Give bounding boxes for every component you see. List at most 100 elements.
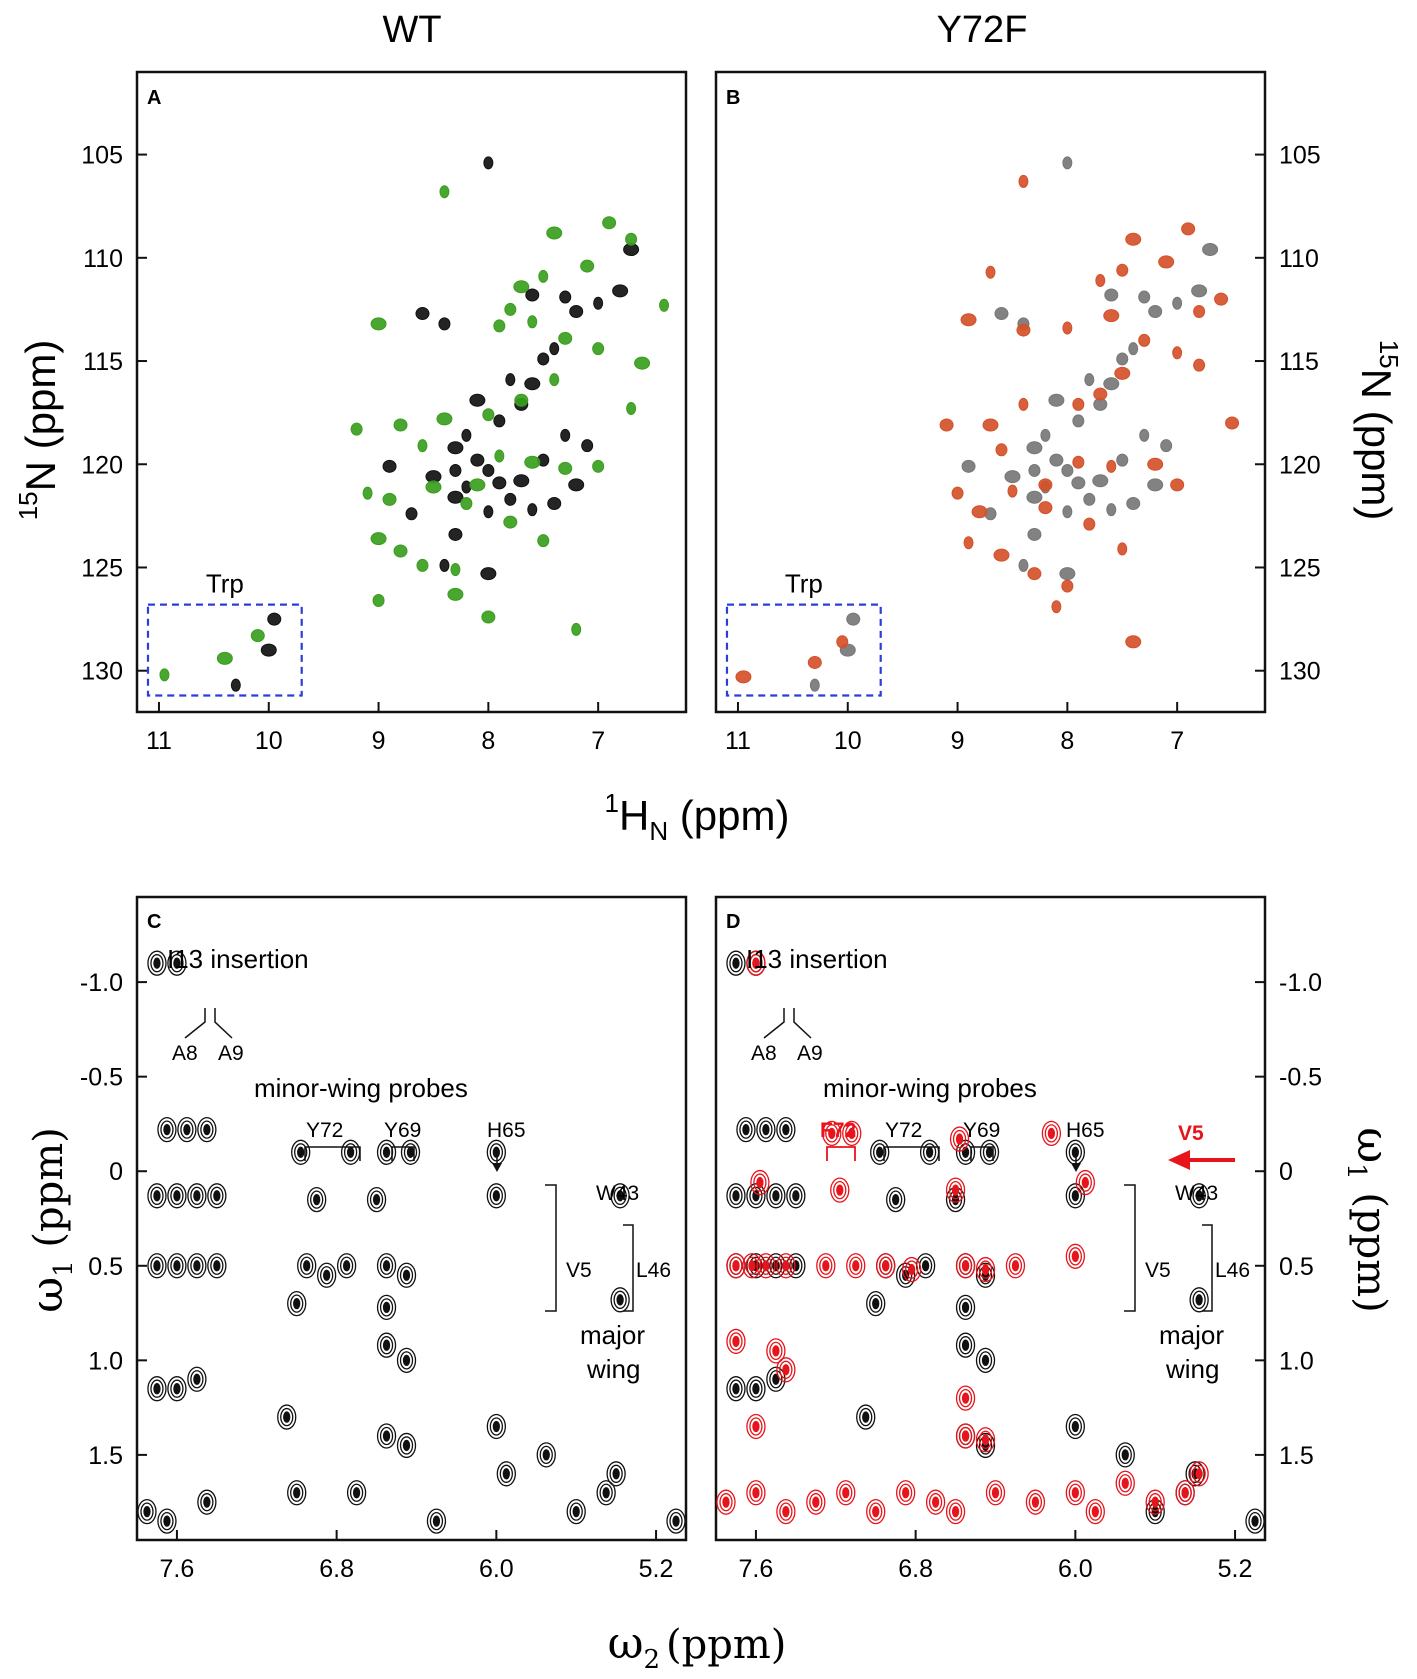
contour-ring (376, 1139, 397, 1165)
panel-b-plot: 11 10 9 8 7 105 110 115 120 125 130 Trp (725, 142, 1321, 755)
contour-ring (975, 1256, 996, 1283)
x-tick-label: 6.0 (1058, 1555, 1093, 1583)
peak-C-s0 (376, 1294, 397, 1321)
contour-ring (776, 1116, 796, 1143)
contour-ring (280, 1407, 294, 1427)
label-wing: wing (586, 1354, 640, 1384)
contour-ring (210, 1256, 224, 1275)
contour-ring (293, 1297, 301, 1310)
peak-A-s1 (450, 563, 461, 577)
contour-ring (729, 1379, 743, 1398)
contour-ring (566, 1498, 586, 1525)
contour-ring (1008, 1256, 1023, 1275)
peak-A-s1 (493, 319, 506, 333)
contour-ring (294, 1143, 308, 1162)
peak-D-s1 (896, 1480, 916, 1506)
contour-ring (816, 1253, 836, 1279)
x-tick-label: 10 (834, 727, 862, 755)
peak-A-s1 (504, 302, 517, 316)
peak-B-s1 (1062, 321, 1073, 335)
peak-B-s0 (809, 678, 820, 692)
peak-C-s0 (376, 1139, 397, 1165)
peak-D-s0 (746, 1376, 766, 1402)
peak-A-s1 (436, 412, 453, 426)
x-tick-label: 10 (255, 727, 283, 755)
peak-A-s0 (447, 490, 464, 504)
peak-B-s1 (1138, 333, 1151, 347)
contour-ring (170, 954, 184, 973)
bracket-y69 (391, 1146, 415, 1161)
peak-B-s0 (1147, 478, 1164, 492)
peak-D-s0 (919, 1139, 940, 1165)
contour-ring (1181, 1487, 1189, 1499)
contour-ring (536, 1442, 556, 1468)
peak-A-s0 (593, 296, 604, 310)
contour-ring (732, 1260, 740, 1272)
label-v5-red: V5 (1178, 1122, 1204, 1145)
peak-D-s0 (766, 1366, 786, 1392)
peak-B-s0 (1061, 463, 1074, 477)
contour-ring (399, 1266, 414, 1285)
peak-B-s0 (846, 612, 861, 626)
peak-B-s0 (1148, 304, 1163, 318)
contour-ring (896, 1262, 916, 1288)
contour-ring (955, 1133, 964, 1145)
contour-ring (876, 1146, 884, 1158)
peak-A-s0 (505, 373, 516, 387)
peak-B-s1 (1095, 274, 1106, 288)
contour-ring (782, 1364, 790, 1376)
peak-B-s1 (985, 265, 996, 279)
contour-ring (749, 1186, 763, 1205)
contour-ring (952, 1129, 967, 1149)
contour-ring (729, 954, 743, 973)
contour-ring (746, 1376, 766, 1402)
peak-B-s0 (961, 459, 976, 473)
y-tick-label: 120 (81, 451, 123, 479)
contour-ring (207, 1253, 227, 1279)
contour-ring (750, 1169, 770, 1196)
contour-ring (382, 1339, 391, 1351)
contour-ring (1031, 1496, 1040, 1508)
contour-ring (153, 1190, 161, 1202)
peak-D-s0 (975, 1347, 996, 1373)
peak-D-s0 (1115, 1442, 1135, 1468)
y-tick-label: -0.5 (80, 1064, 123, 1092)
contour-ring (1121, 1477, 1129, 1489)
contour-ring (746, 1480, 766, 1506)
peak-B-s0 (1026, 490, 1043, 504)
bottom-x-axis-label: ω2 (ppm) (608, 1618, 787, 1675)
peak-A-s1 (216, 651, 233, 665)
contour-ring (766, 1338, 786, 1364)
contour-ring (779, 1502, 793, 1521)
y-tick-label: 125 (81, 554, 123, 582)
peak-B-s0 (1062, 156, 1073, 170)
y-tick-label: 110 (83, 245, 123, 273)
x-tick-label: 7.6 (739, 1555, 774, 1583)
contour-ring (779, 1256, 793, 1275)
peak-D-s1 (866, 1498, 886, 1525)
peak-C-s0 (340, 1139, 361, 1165)
peak-A-s0 (469, 393, 486, 407)
contour-ring (925, 1146, 934, 1158)
contour-ring (349, 1483, 364, 1502)
peak-B-s0 (1126, 496, 1141, 510)
contour-ring (742, 1123, 750, 1136)
contour-ring (1091, 1505, 1099, 1518)
contour-ring (207, 1183, 227, 1209)
contour-ring (402, 1439, 411, 1452)
peak-C-s0 (376, 1332, 397, 1358)
contour-ring (842, 1487, 850, 1499)
peak-D-s1 (842, 1120, 862, 1147)
peak-C-s0 (157, 1116, 177, 1143)
panel-c-letter: C (147, 911, 161, 933)
peak-A-s0 (549, 342, 560, 356)
contour-ring (1148, 1493, 1162, 1512)
contour-ring (403, 1143, 418, 1162)
y-tick-label: 115 (1279, 348, 1319, 376)
contour-ring (732, 1383, 740, 1395)
peak-B-s0 (1106, 503, 1117, 517)
peak-B-s1 (939, 418, 954, 432)
contour-ring (876, 1253, 896, 1279)
peak-D-s1 (949, 1126, 970, 1152)
contour-ring (143, 1505, 151, 1518)
